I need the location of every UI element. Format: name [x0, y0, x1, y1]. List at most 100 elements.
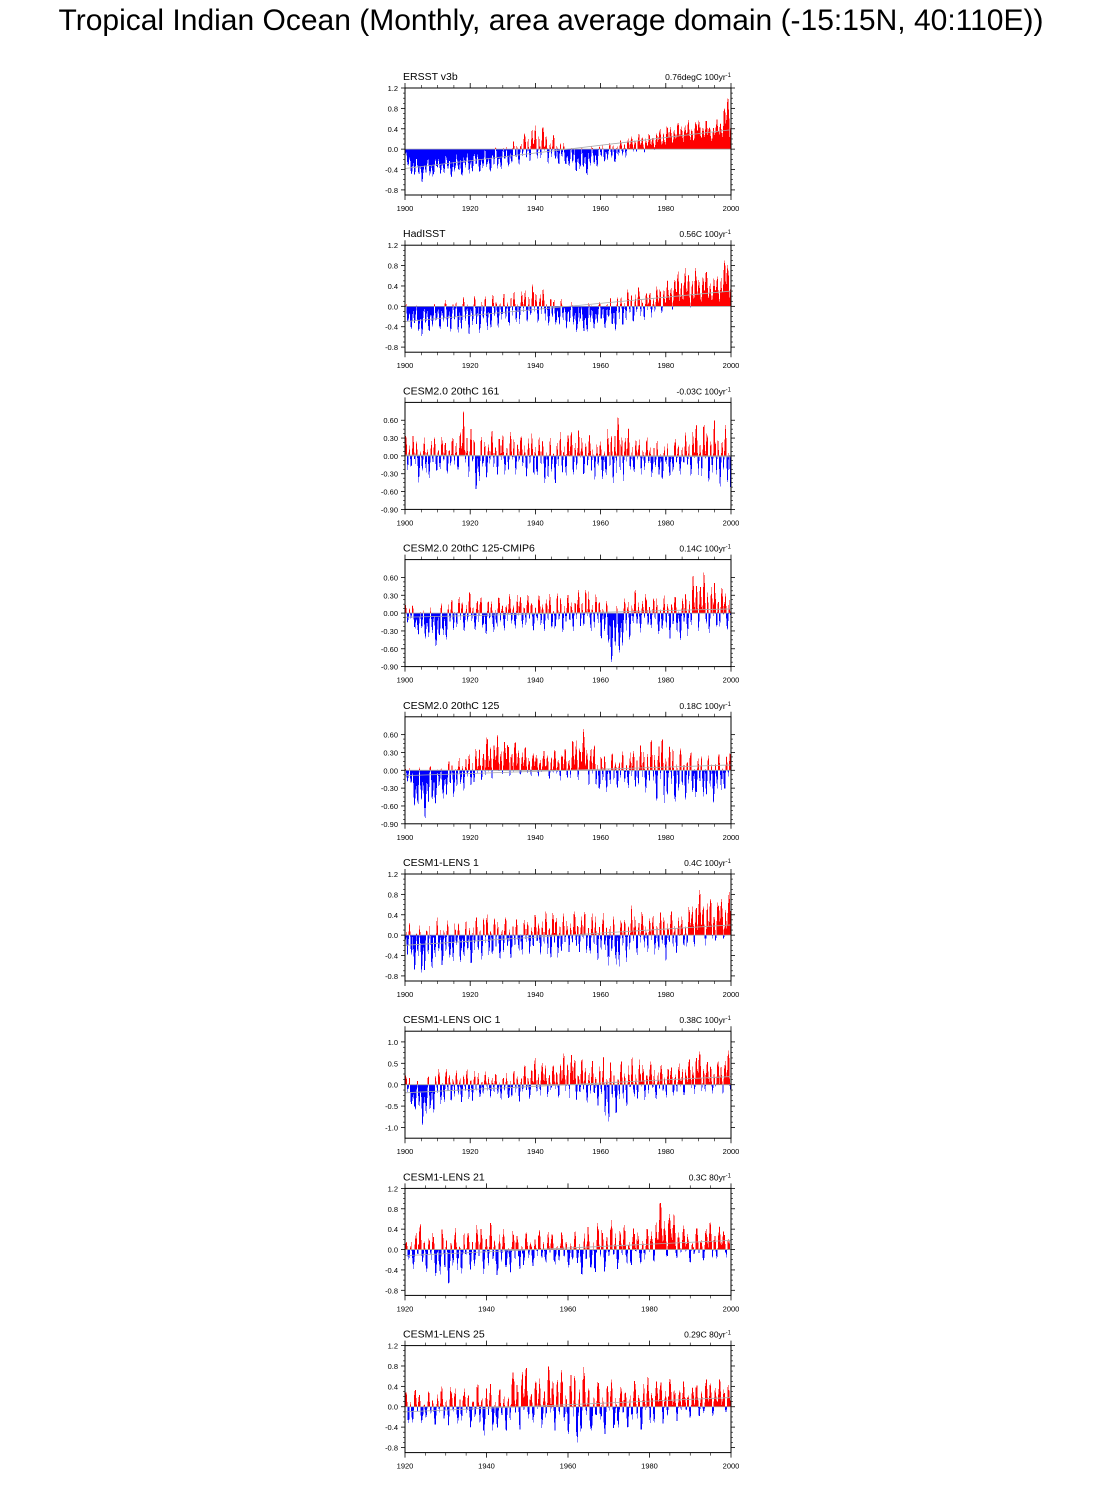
anomaly-bar: [464, 449, 466, 456]
anomaly-bar: [632, 306, 633, 308]
anomaly-bar: [491, 149, 493, 158]
anomaly-bar: [619, 145, 621, 150]
anomaly-bar: [710, 139, 712, 150]
anomaly-bar: [490, 442, 492, 456]
anomaly-bar: [681, 289, 683, 307]
anomaly-bar: [451, 306, 453, 314]
anomaly-bar: [511, 149, 513, 162]
anomaly-bar: [425, 149, 427, 173]
anomaly-bar: [510, 149, 512, 159]
anomaly-bar: [726, 104, 728, 150]
anomaly-bar: [460, 439, 462, 456]
anomaly-bar: [534, 140, 535, 150]
anomaly-bar: [410, 149, 411, 162]
anomaly-bar: [443, 455, 445, 460]
anomaly-bar: [551, 306, 553, 314]
anomaly-bar: [652, 300, 654, 307]
anomaly-bar: [462, 301, 464, 307]
anomaly-bar: [443, 149, 445, 174]
anomaly-bar: [724, 261, 725, 307]
anomaly-bar: [440, 149, 442, 173]
anomaly-bar: [513, 439, 515, 456]
anomaly-bar: [576, 149, 577, 171]
anomaly-bar: [577, 149, 579, 156]
anomaly-bar: [587, 455, 588, 461]
anomaly-bar: [550, 147, 551, 150]
anomaly-bar: [576, 613, 578, 619]
anomaly-bar: [563, 452, 565, 456]
anomaly-bar: [648, 136, 649, 150]
anomaly-bar: [471, 451, 473, 456]
anomaly-bar: [689, 605, 691, 614]
anomaly-bar: [625, 441, 627, 456]
anomaly-bar: [673, 131, 675, 150]
anomaly-bar: [548, 306, 550, 322]
anomaly-bar: [479, 149, 480, 172]
anomaly-bar: [531, 139, 532, 150]
anomaly-bar: [691, 613, 692, 621]
anomaly-bar: [513, 293, 515, 307]
anomaly-bar: [545, 306, 547, 310]
anomaly-bar: [669, 302, 670, 307]
anomaly-bar: [454, 455, 455, 461]
anomaly-bar: [531, 288, 533, 307]
anomaly-bar: [523, 306, 524, 312]
anomaly-bar: [419, 306, 420, 322]
anomaly-bar: [486, 613, 488, 617]
anomaly-bar: [666, 133, 667, 150]
anomaly-bar: [482, 149, 484, 167]
anomaly-bar: [589, 435, 590, 456]
anomaly-bar: [466, 438, 468, 456]
anomaly-bar: [488, 149, 490, 161]
anomaly-bar: [537, 149, 539, 151]
anomaly-bar: [427, 451, 429, 456]
anomaly-bar: [623, 455, 624, 481]
anomaly-bar: [519, 149, 521, 155]
anomaly-bar: [692, 134, 693, 150]
anomaly-bar: [616, 147, 618, 150]
anomaly-bar: [537, 306, 539, 321]
anomaly-bar: [723, 260, 725, 307]
anomaly-bar: [590, 306, 592, 318]
anomaly-bar: [619, 146, 620, 150]
anomaly-bar: [433, 442, 435, 456]
anomaly-bar: [687, 124, 689, 150]
anomaly-bar: [446, 149, 448, 161]
anomaly-bar: [453, 149, 455, 168]
anomaly-bar: [673, 135, 674, 150]
anomaly-bar: [517, 606, 519, 614]
anomaly-bar: [409, 445, 410, 456]
anomaly-bar: [559, 306, 561, 317]
anomaly-bar: [597, 149, 599, 157]
anomaly-bar: [627, 430, 629, 456]
anomaly-bar: [711, 295, 712, 307]
anomaly-bar: [425, 149, 427, 173]
anomaly-bar: [642, 139, 643, 150]
anomaly-bar: [678, 130, 680, 150]
anomaly-bar: [632, 147, 634, 150]
anomaly-bar: [552, 146, 553, 150]
anomaly-bar: [515, 306, 516, 314]
anomaly-bar: [537, 455, 539, 463]
anomaly-bar: [447, 149, 448, 167]
anomaly-bar: [455, 149, 457, 163]
anomaly-bar: [439, 149, 441, 169]
anomaly-bar: [424, 149, 426, 170]
anomaly-bar: [512, 306, 513, 316]
anomaly-bar: [590, 306, 591, 318]
anomaly-bar: [424, 443, 425, 456]
anomaly-bar: [417, 149, 419, 168]
anomaly-bar: [501, 453, 502, 456]
anomaly-bar: [724, 263, 725, 307]
anomaly-bar: [467, 306, 469, 315]
anomaly-bar: [540, 149, 541, 153]
anomaly-bar: [439, 455, 441, 467]
anomaly-bar: [421, 306, 422, 333]
anomaly-bar: [518, 455, 520, 460]
anomaly-bar: [710, 289, 711, 307]
anomaly-bar: [585, 149, 586, 160]
anomaly-bar: [459, 447, 460, 456]
anomaly-bar: [610, 441, 612, 456]
anomaly-bar: [478, 455, 480, 472]
anomaly-bar: [536, 455, 538, 475]
